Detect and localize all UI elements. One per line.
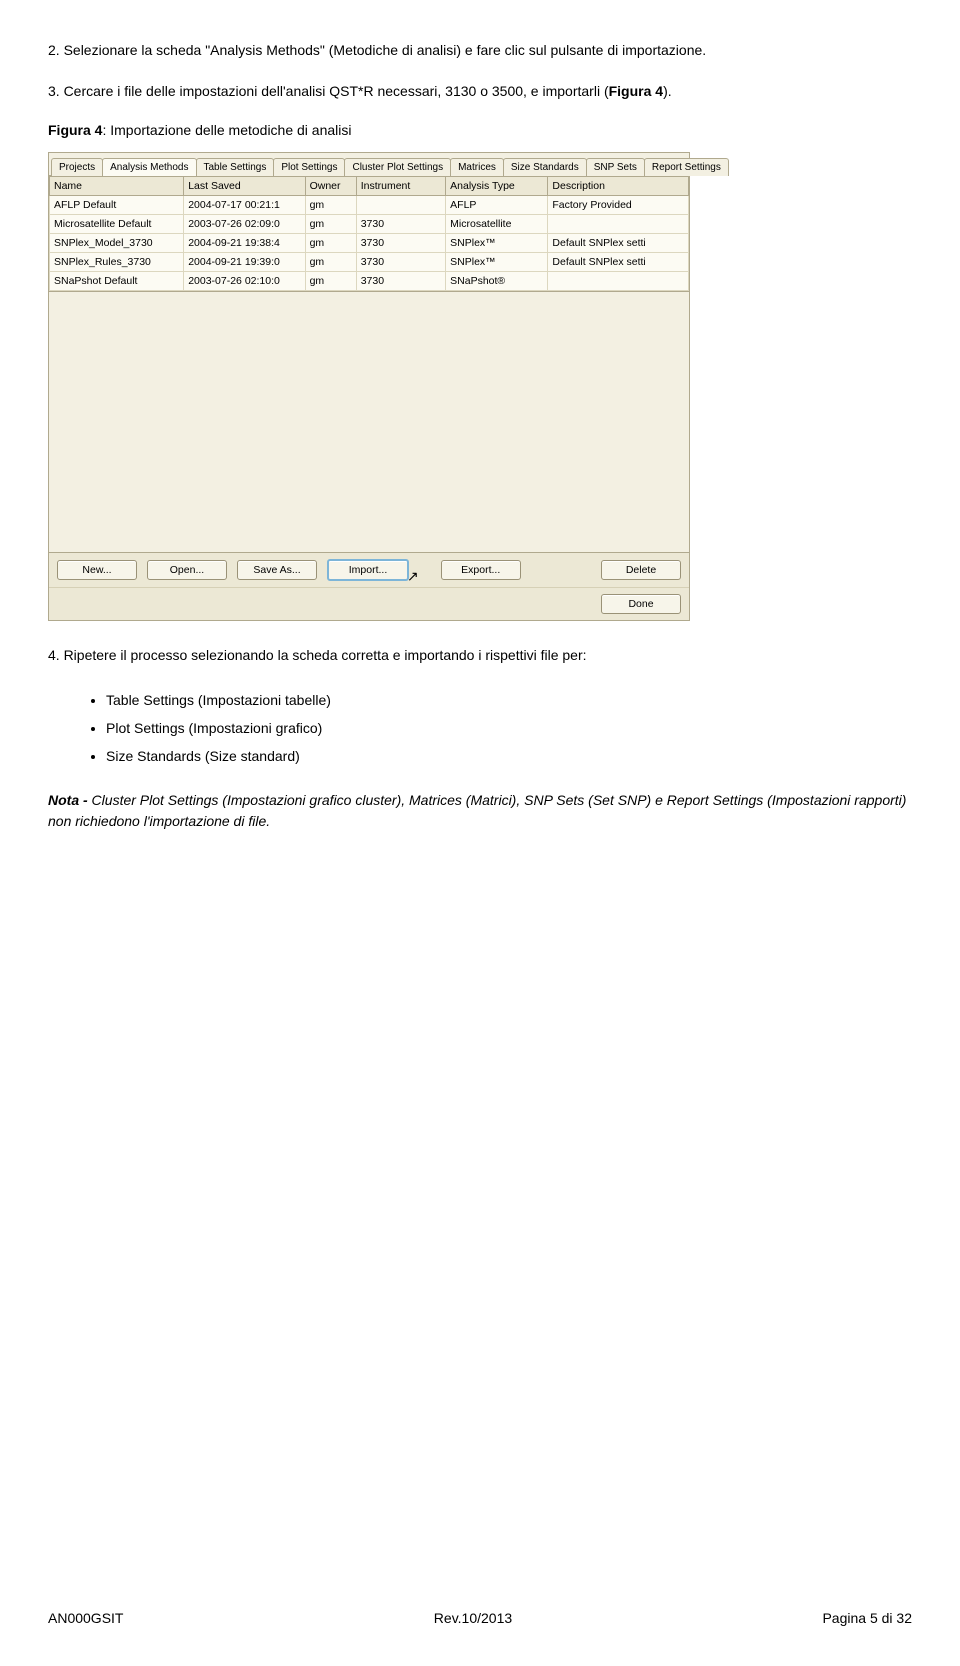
table-cell: Factory Provided [548, 196, 689, 215]
col-header[interactable]: Name [50, 177, 184, 196]
table-row[interactable]: AFLP Default2004-07-17 00:21:1gm AFLPFact… [50, 196, 689, 215]
col-header[interactable]: Last Saved [184, 177, 305, 196]
footer-center: Rev.10/2013 [434, 1610, 512, 1626]
tab-bar: ProjectsAnalysis MethodsTable SettingsPl… [49, 153, 689, 176]
button-bar: New... Open... Save As... Import... Expo… [49, 552, 689, 587]
step-3-text-a: 3. Cercare i file delle impostazioni del… [48, 83, 609, 99]
step-2: 2. Selezionare la scheda "Analysis Metho… [48, 40, 912, 61]
table-cell: 3730 [356, 272, 445, 291]
table-row[interactable]: Microsatellite Default2003-07-26 02:09:0… [50, 215, 689, 234]
delete-button[interactable]: Delete [601, 560, 681, 580]
note-label: Nota - [48, 792, 88, 808]
footer-left: AN000GSIT [48, 1610, 123, 1626]
table-cell: SNPlex™ [446, 253, 548, 272]
open-button[interactable]: Open... [147, 560, 227, 580]
screenshot-genemapper: ProjectsAnalysis MethodsTable SettingsPl… [48, 152, 690, 621]
tab-matrices[interactable]: Matrices [450, 158, 504, 176]
table-cell [548, 215, 689, 234]
note-body: Cluster Plot Settings (Impostazioni graf… [48, 792, 906, 829]
tab-size-standards[interactable]: Size Standards [503, 158, 587, 176]
tab-projects[interactable]: Projects [51, 158, 103, 176]
table-cell: SNPlex_Rules_3730 [50, 253, 184, 272]
table-cell: SNPlex_Model_3730 [50, 234, 184, 253]
bullet-list: Table Settings (Impostazioni tabelle)Plo… [48, 686, 912, 770]
tab-snp-sets[interactable]: SNP Sets [586, 158, 645, 176]
table-cell: SNaPshot® [446, 272, 548, 291]
saveas-button[interactable]: Save As... [237, 560, 317, 580]
table-cell: 3730 [356, 215, 445, 234]
page-footer: AN000GSIT Rev.10/2013 Pagina 5 di 32 [48, 1610, 912, 1626]
table-cell: gm [305, 253, 356, 272]
table-cell: gm [305, 272, 356, 291]
table-cell: gm [305, 196, 356, 215]
list-item: Plot Settings (Impostazioni grafico) [106, 714, 912, 742]
col-header[interactable]: Analysis Type [446, 177, 548, 196]
table-cell: Microsatellite Default [50, 215, 184, 234]
done-button[interactable]: Done [601, 594, 681, 614]
tab-cluster-plot-settings[interactable]: Cluster Plot Settings [344, 158, 451, 176]
table-cell: AFLP Default [50, 196, 184, 215]
cursor-icon [407, 568, 419, 585]
table-empty-area [49, 291, 689, 552]
tab-report-settings[interactable]: Report Settings [644, 158, 729, 176]
step-4: 4. Ripetere il processo selezionando la … [48, 645, 912, 666]
import-button[interactable]: Import... [327, 559, 409, 581]
table-cell: 2003-07-26 02:10:0 [184, 272, 305, 291]
table-cell: 2003-07-26 02:09:0 [184, 215, 305, 234]
table-cell: Default SNPlex setti [548, 253, 689, 272]
step-3-figref: Figura 4 [609, 83, 663, 99]
footer-right: Pagina 5 di 32 [822, 1610, 912, 1626]
figure-caption-bold: Figura 4 [48, 122, 102, 138]
table-cell: 2004-09-21 19:38:4 [184, 234, 305, 253]
table-cell: gm [305, 215, 356, 234]
figure-caption-rest: : Importazione delle metodiche di analis… [102, 122, 351, 138]
table-cell: SNaPshot Default [50, 272, 184, 291]
figure-caption: Figura 4: Importazione delle metodiche d… [48, 122, 912, 138]
table-row[interactable]: SNaPshot Default2003-07-26 02:10:0gm3730… [50, 272, 689, 291]
table-cell: Default SNPlex setti [548, 234, 689, 253]
list-item: Table Settings (Impostazioni tabelle) [106, 686, 912, 714]
table-cell: SNPlex™ [446, 234, 548, 253]
table-row[interactable]: SNPlex_Rules_37302004-09-21 19:39:0gm373… [50, 253, 689, 272]
table-cell [548, 272, 689, 291]
table-cell: 2004-07-17 00:21:1 [184, 196, 305, 215]
note: Nota - Cluster Plot Settings (Impostazio… [48, 790, 912, 832]
col-header[interactable]: Owner [305, 177, 356, 196]
tab-plot-settings[interactable]: Plot Settings [273, 158, 345, 176]
col-header[interactable]: Instrument [356, 177, 445, 196]
done-bar: Done [49, 587, 689, 620]
table-cell: gm [305, 234, 356, 253]
table-row[interactable]: SNPlex_Model_37302004-09-21 19:38:4gm373… [50, 234, 689, 253]
methods-table: NameLast SavedOwnerInstrumentAnalysis Ty… [49, 176, 689, 291]
table-cell: 3730 [356, 253, 445, 272]
table-wrap: NameLast SavedOwnerInstrumentAnalysis Ty… [49, 176, 689, 552]
col-header[interactable]: Description [548, 177, 689, 196]
step-3-text-b: ). [663, 83, 672, 99]
step-3: 3. Cercare i file delle impostazioni del… [48, 81, 912, 102]
tab-table-settings[interactable]: Table Settings [196, 158, 275, 176]
table-cell: Microsatellite [446, 215, 548, 234]
export-button[interactable]: Export... [441, 560, 521, 580]
list-item: Size Standards (Size standard) [106, 742, 912, 770]
new-button[interactable]: New... [57, 560, 137, 580]
table-cell: 2004-09-21 19:39:0 [184, 253, 305, 272]
table-cell: AFLP [446, 196, 548, 215]
table-cell [356, 196, 445, 215]
tab-analysis-methods[interactable]: Analysis Methods [102, 158, 196, 176]
table-cell: 3730 [356, 234, 445, 253]
